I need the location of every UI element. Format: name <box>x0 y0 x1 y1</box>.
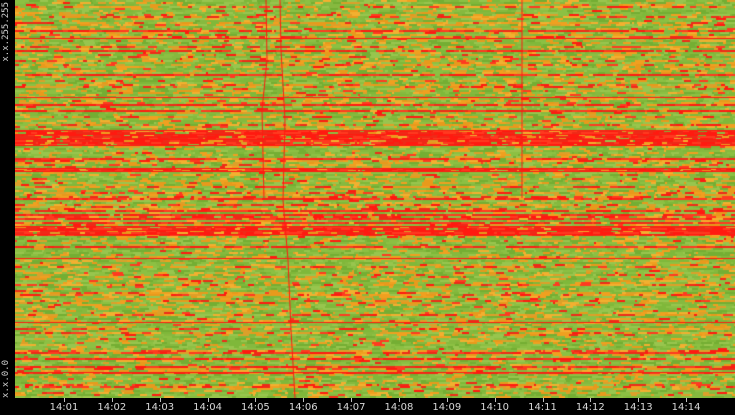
x-tick <box>351 398 353 402</box>
x-tick-label: 14:12 <box>575 402 605 413</box>
y-axis: x.x.255.255 x.x.0.0 <box>0 0 15 398</box>
x-tick-label: 14:13 <box>623 402 653 413</box>
x-tick-label: 14:09 <box>432 402 462 413</box>
x-tick <box>64 398 65 402</box>
x-tick <box>590 398 592 402</box>
x-tick <box>686 398 688 402</box>
x-tick <box>638 398 640 402</box>
x-tick-label: 14:11 <box>528 402 557 413</box>
x-tick-label: 14:10 <box>480 402 510 413</box>
x-tick-label: 14:04 <box>193 402 222 413</box>
x-tick-label: 14:14 <box>671 402 701 413</box>
x-tick <box>207 398 209 402</box>
x-tick-label: 14:07 <box>336 402 366 413</box>
x-tick-label: 14:08 <box>384 402 414 413</box>
y-label-top: x.x.255.255 <box>1 2 11 62</box>
x-tick-label: 14:02 <box>97 402 127 413</box>
x-tick <box>446 398 448 402</box>
x-tick <box>494 398 496 402</box>
x-tick-label: 14:06 <box>288 402 318 413</box>
x-tick <box>398 398 400 402</box>
x-tick-label: 14:05 <box>240 402 270 413</box>
x-axis: 14:01 14:02 14:03 14:04 14:05 14:06 14:07 14:08… <box>15 398 735 415</box>
x-tick-label: 14:03 <box>145 402 175 413</box>
x-tick <box>303 398 305 402</box>
x-tick <box>542 398 544 402</box>
x-tick <box>159 398 161 402</box>
x-tick <box>111 398 113 402</box>
x-tick-label: 14:01 <box>49 402 79 413</box>
y-label-bottom: x.x.0.0 <box>1 360 11 398</box>
heatmap-plot[interactable] <box>15 0 735 398</box>
x-tick <box>255 398 257 402</box>
